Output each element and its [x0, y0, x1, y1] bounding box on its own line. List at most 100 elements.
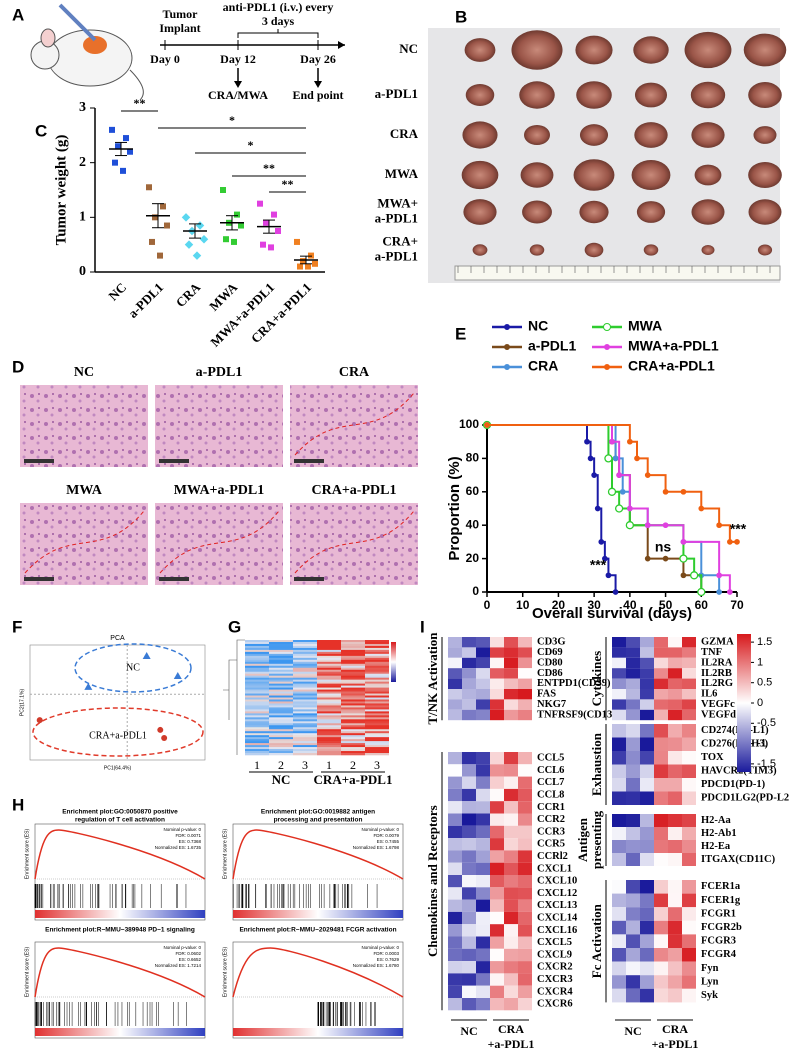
survival-point [689, 571, 699, 580]
heat-cell [462, 637, 476, 648]
heat-cell [341, 659, 365, 663]
heat-cell [269, 705, 293, 708]
heat-cell [448, 699, 462, 710]
heat-cell [476, 776, 490, 789]
stats-text: Nominal p-value: 0 [163, 945, 201, 950]
heat-cell [293, 711, 317, 714]
heat-cell [518, 936, 532, 949]
data-point [257, 200, 263, 207]
heat-cell [317, 741, 341, 744]
heat-cell [365, 695, 389, 698]
heat-cell [682, 880, 696, 894]
heat-cell [341, 745, 365, 748]
heat-cell [293, 749, 317, 752]
heat-cell [462, 936, 476, 949]
heat-cell [245, 671, 269, 675]
stats-text: Nominal p-value: 0 [361, 827, 399, 832]
heat-cell [490, 875, 504, 888]
heat-cell [365, 679, 389, 682]
heat-cell [341, 679, 365, 682]
label: anti-PDL1 (i.v.) every [223, 0, 334, 14]
y-axis-label: Enrichment score (ES) [222, 829, 228, 880]
annotation: ns [655, 539, 672, 555]
heat-cell [668, 840, 682, 853]
stats-text: ES: 0.7455 [377, 839, 400, 844]
heat-cell [668, 699, 682, 710]
tumor-photo [743, 33, 787, 67]
y-axis-label: PC2(17.1%) [19, 689, 25, 717]
heat-cell [293, 751, 317, 754]
stats-text: Normalized ES: 1.6798 [353, 845, 400, 850]
histology-image [20, 503, 148, 585]
heat-cell [462, 887, 476, 900]
heat-cell [365, 743, 389, 746]
stats-text: ES: 0.7368 [179, 839, 202, 844]
heat-cell [341, 681, 365, 684]
heat-cell [269, 640, 293, 643]
column-label: 3 [374, 758, 380, 772]
heat-cell [476, 764, 490, 777]
histology-image [155, 385, 283, 467]
heat-cell [317, 707, 341, 710]
column-label: 2 [278, 758, 284, 772]
heat-cell [448, 924, 462, 937]
x-tick-label: 40 [623, 598, 637, 612]
heat-cell [682, 689, 696, 700]
heat-cell [317, 747, 341, 750]
heat-cell [640, 791, 654, 805]
heat-cell [612, 961, 626, 976]
data-point [260, 241, 266, 248]
x-tick-label: 60 [695, 598, 709, 612]
heat-cell [654, 840, 668, 853]
heat-cell [612, 934, 626, 948]
heat-cell [269, 675, 293, 678]
heat-cell [626, 778, 640, 792]
heat-cell [317, 669, 341, 673]
data-point [123, 135, 129, 142]
heat-cell [518, 647, 532, 658]
heat-cell [245, 709, 269, 712]
heat-cell [341, 725, 365, 728]
heat-cell [448, 973, 462, 986]
heat-cell [293, 719, 317, 722]
heat-cell [245, 731, 269, 734]
heat-cell [269, 667, 293, 671]
data-point [36, 717, 43, 724]
heat-cell [476, 788, 490, 802]
scale-tick-label: -0.5 [757, 717, 776, 729]
heat-cell [490, 825, 504, 839]
heat-cell [293, 731, 317, 734]
heat-cell [626, 724, 640, 738]
heat-cell [626, 853, 640, 866]
heat-cell [612, 668, 626, 679]
heat-cell [293, 743, 317, 746]
heat-cell [317, 727, 341, 730]
heat-cell [245, 751, 269, 754]
tumor-photo [701, 244, 715, 256]
heat-cell [448, 936, 462, 949]
block-title: Antigen [575, 817, 590, 862]
survival-point [591, 472, 597, 478]
heat-cell [317, 751, 341, 754]
heat-cell [476, 752, 490, 765]
heat-cell [341, 705, 365, 708]
histology-image [290, 503, 418, 585]
heat-cell [317, 647, 341, 651]
heat-cell [668, 920, 682, 935]
scale-tick-label: -1 [757, 737, 767, 749]
label: Day 0 [150, 52, 180, 66]
gene-label: CXCL12 [537, 888, 577, 899]
heat-cell [269, 701, 293, 704]
heat-cell [245, 721, 269, 724]
heat-cell [269, 697, 293, 700]
heat-cell [317, 745, 341, 748]
panel-letter: A [12, 5, 24, 24]
heat-cell [518, 911, 532, 925]
tumor-photo [631, 159, 671, 191]
heat-cell [365, 687, 389, 690]
heat-cell [448, 668, 462, 679]
plot-frame [29, 644, 206, 761]
panel-letter: D [12, 357, 24, 376]
significance-label: ** [282, 177, 294, 191]
scale-bar [159, 459, 189, 463]
